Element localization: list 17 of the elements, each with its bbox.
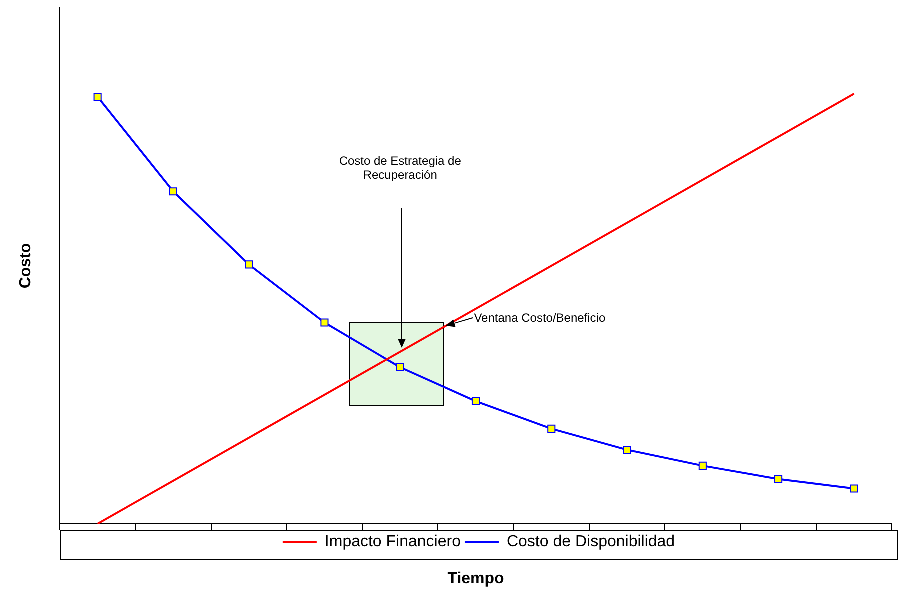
annotation: Costo de Estrategia de Recuperación [338, 154, 462, 182]
point [94, 92, 102, 102]
point [396, 363, 404, 372]
y-axis-title: Costo [17, 243, 34, 289]
legend-label: Costo de Disponibilidad [506, 533, 676, 550]
point [548, 424, 556, 434]
x-axis-title: Tiempo [448, 570, 505, 588]
point [850, 484, 858, 493]
point [623, 446, 632, 454]
point [774, 475, 783, 484]
annotation: Ventana Costo/Beneficio [474, 311, 607, 325]
point [472, 397, 480, 406]
point [698, 462, 707, 470]
point [169, 188, 178, 196]
point [320, 318, 329, 327]
point [245, 260, 254, 269]
legend-label: Impacto Financiero [324, 533, 462, 550]
